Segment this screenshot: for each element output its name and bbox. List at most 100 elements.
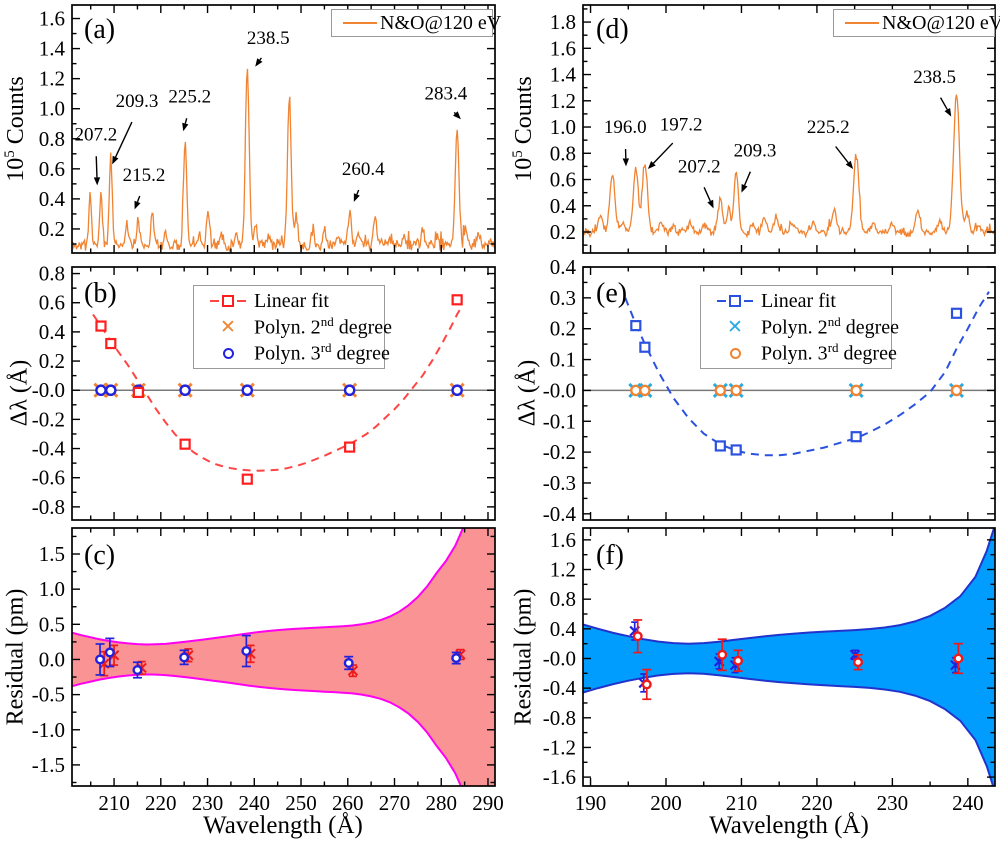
y-tick-label: 0.8 bbox=[550, 587, 576, 611]
y-tick-label: 1.6 bbox=[550, 528, 576, 552]
x-tick-label: 260 bbox=[332, 791, 364, 815]
peak-label: 207.2 bbox=[74, 124, 117, 145]
legend-a-row: N&O@120 eV bbox=[340, 12, 501, 34]
poly2-text: Polyn. 2 bbox=[761, 316, 828, 339]
x-tick-label: 210 bbox=[98, 791, 130, 815]
poly3-rest: degree bbox=[331, 342, 390, 365]
peak-label: 207.2 bbox=[678, 156, 721, 177]
poly2-sup: nd bbox=[827, 314, 841, 330]
peak-label: 238.5 bbox=[247, 28, 290, 49]
ylabel-d-base: 10 bbox=[511, 157, 537, 182]
circle-marker-icon bbox=[202, 347, 254, 359]
panel-f: 190 200 210 220 230 240 -1.6 -1.2 -0.8 -0.4 -0.0 0.… bbox=[543, 527, 996, 815]
legend-e-poly3-label: Polyn. 3rd degree bbox=[761, 340, 897, 366]
poly-zero-markers bbox=[628, 382, 965, 398]
peak-label: 209.3 bbox=[734, 141, 777, 162]
peak-label: 260.4 bbox=[342, 159, 385, 180]
poly3-rest: degree bbox=[838, 342, 897, 365]
y-tick-label: 1.2 bbox=[550, 89, 576, 113]
x-axis-title-c: Wavelength (Å) bbox=[203, 812, 363, 839]
y-tick-label: -1.6 bbox=[543, 765, 576, 789]
y-tick-label: -0.8 bbox=[32, 495, 65, 519]
y-tick-label: 1.8 bbox=[550, 10, 576, 34]
y-tick-label: 0.4 bbox=[550, 617, 577, 641]
x-tick-label: 290 bbox=[472, 791, 504, 815]
legend-b-poly2-row: ✕ Polyn. 2nd degree bbox=[202, 314, 392, 340]
ylabel-a-rest: Counts bbox=[3, 76, 29, 151]
y-tick-label: 0.4 bbox=[39, 320, 66, 344]
y-tick-label: 0.0 bbox=[39, 647, 65, 671]
y-tick-label: -0.8 bbox=[543, 706, 576, 730]
y-axis-title-c: Residual (pm) bbox=[2, 588, 29, 726]
panel-letter-c: (c) bbox=[84, 540, 116, 571]
x-tick-label: 280 bbox=[425, 791, 457, 815]
axis-ticks-d: 0.20.40.6 0.81.01.21.4 1.61.8 bbox=[550, 5, 995, 253]
y-tick-label: 0.4 bbox=[39, 187, 66, 211]
y-tick-label: 1.6 bbox=[550, 36, 576, 60]
y-axis-title-e: Δλ (Å) bbox=[514, 359, 541, 427]
y-tick-label: 0.5 bbox=[39, 612, 65, 636]
x-tick-label: 210 bbox=[726, 791, 758, 815]
y-tick-label: 0.6 bbox=[39, 157, 65, 181]
y-tick-label: 0.8 bbox=[39, 262, 65, 286]
x-marker-icon: ✕ bbox=[220, 315, 236, 338]
x-tick-label: 190 bbox=[575, 791, 607, 815]
poly2-sup: nd bbox=[320, 314, 334, 330]
legend-b-linear-row: Linear fit bbox=[202, 288, 376, 314]
legend-a-label: N&O@120 eV bbox=[380, 11, 502, 34]
y-tick-label: -1.2 bbox=[543, 735, 576, 759]
legend-b-linear-label: Linear fit bbox=[254, 289, 329, 312]
y-tick-label: 1.4 bbox=[39, 37, 66, 61]
axis-ticks-f: 190 200 210 220 230 240 -1.6 -1.2 -0.8 -0.4 -0.0 0.… bbox=[543, 528, 995, 815]
y-tick-label: 1.4 bbox=[550, 63, 577, 87]
x-tick-label: 200 bbox=[650, 791, 682, 815]
poly2-text: Polyn. 2 bbox=[254, 316, 321, 339]
peak-annotations: 196.0 197.2 207.2 209.3 225.2 238.5 bbox=[604, 67, 956, 209]
residual-points bbox=[629, 619, 964, 701]
poly3-sup: rd bbox=[320, 340, 332, 356]
peak-label: 215.2 bbox=[123, 165, 166, 186]
legend-e-linear-row: Linear fit bbox=[709, 288, 883, 314]
x-tick-label: 240 bbox=[952, 791, 984, 815]
y-tick-label: -1.5 bbox=[32, 753, 65, 777]
y-tick-label: -0.6 bbox=[32, 466, 65, 490]
y-axis-title-b: Δλ (Å) bbox=[6, 359, 33, 427]
spectrum-trace bbox=[583, 94, 995, 239]
linear-fit-points bbox=[95, 294, 463, 485]
circle-marker-icon bbox=[709, 347, 761, 359]
x-marker-icon: ✕ bbox=[727, 315, 743, 338]
x-tick-label: 270 bbox=[379, 791, 411, 815]
y-tick-label: -0.0 bbox=[32, 378, 65, 402]
y-tick-label: 1.0 bbox=[39, 577, 65, 601]
y-tick-label: 0.2 bbox=[550, 317, 576, 341]
y-tick-label: -1.0 bbox=[32, 718, 65, 742]
y-tick-label: 1.6 bbox=[39, 7, 65, 31]
residual-points bbox=[95, 634, 466, 679]
peak-label: 283.4 bbox=[425, 84, 468, 105]
panel-e: -0.4 -0.3 -0.2 -0.1 -0.0 0.1 0.2 0.3 0.4 bbox=[543, 255, 996, 526]
spectrum-line-icon bbox=[340, 22, 380, 24]
confidence-band bbox=[583, 528, 995, 786]
poly3-text: Polyn. 3 bbox=[761, 342, 828, 365]
legend-d: N&O@120 eV bbox=[833, 9, 1000, 37]
poly3-sup: rd bbox=[827, 340, 839, 356]
legend-e-poly2-row: ✕ Polyn. 2nd degree bbox=[709, 314, 899, 340]
ylabel-a-base: 10 bbox=[3, 157, 29, 182]
fit-curve bbox=[92, 305, 464, 472]
poly2-rest: degree bbox=[333, 316, 392, 339]
ylabel-a-sup: 5 bbox=[2, 150, 18, 158]
y-tick-label: 1.2 bbox=[550, 558, 576, 582]
confidence-band bbox=[72, 528, 495, 786]
panel-a: 207.2209.3215.2225.2238.5260.4283.40.20.… bbox=[39, 4, 496, 254]
linear-fit-points bbox=[630, 307, 963, 456]
y-tick-label: 1.0 bbox=[550, 115, 576, 139]
legend-b-poly2-label: Polyn. 2nd degree bbox=[254, 314, 392, 340]
y-tick-label: -0.1 bbox=[543, 409, 576, 433]
y-tick-label: 0.4 bbox=[550, 255, 577, 279]
legend-a: N&O@120 eV bbox=[331, 9, 501, 37]
legend-d-row: N&O@120 eV bbox=[842, 12, 1000, 34]
y-tick-label: 1.5 bbox=[39, 542, 65, 566]
x-tick-label: 230 bbox=[192, 791, 224, 815]
y-tick-label: 1.2 bbox=[39, 67, 65, 91]
